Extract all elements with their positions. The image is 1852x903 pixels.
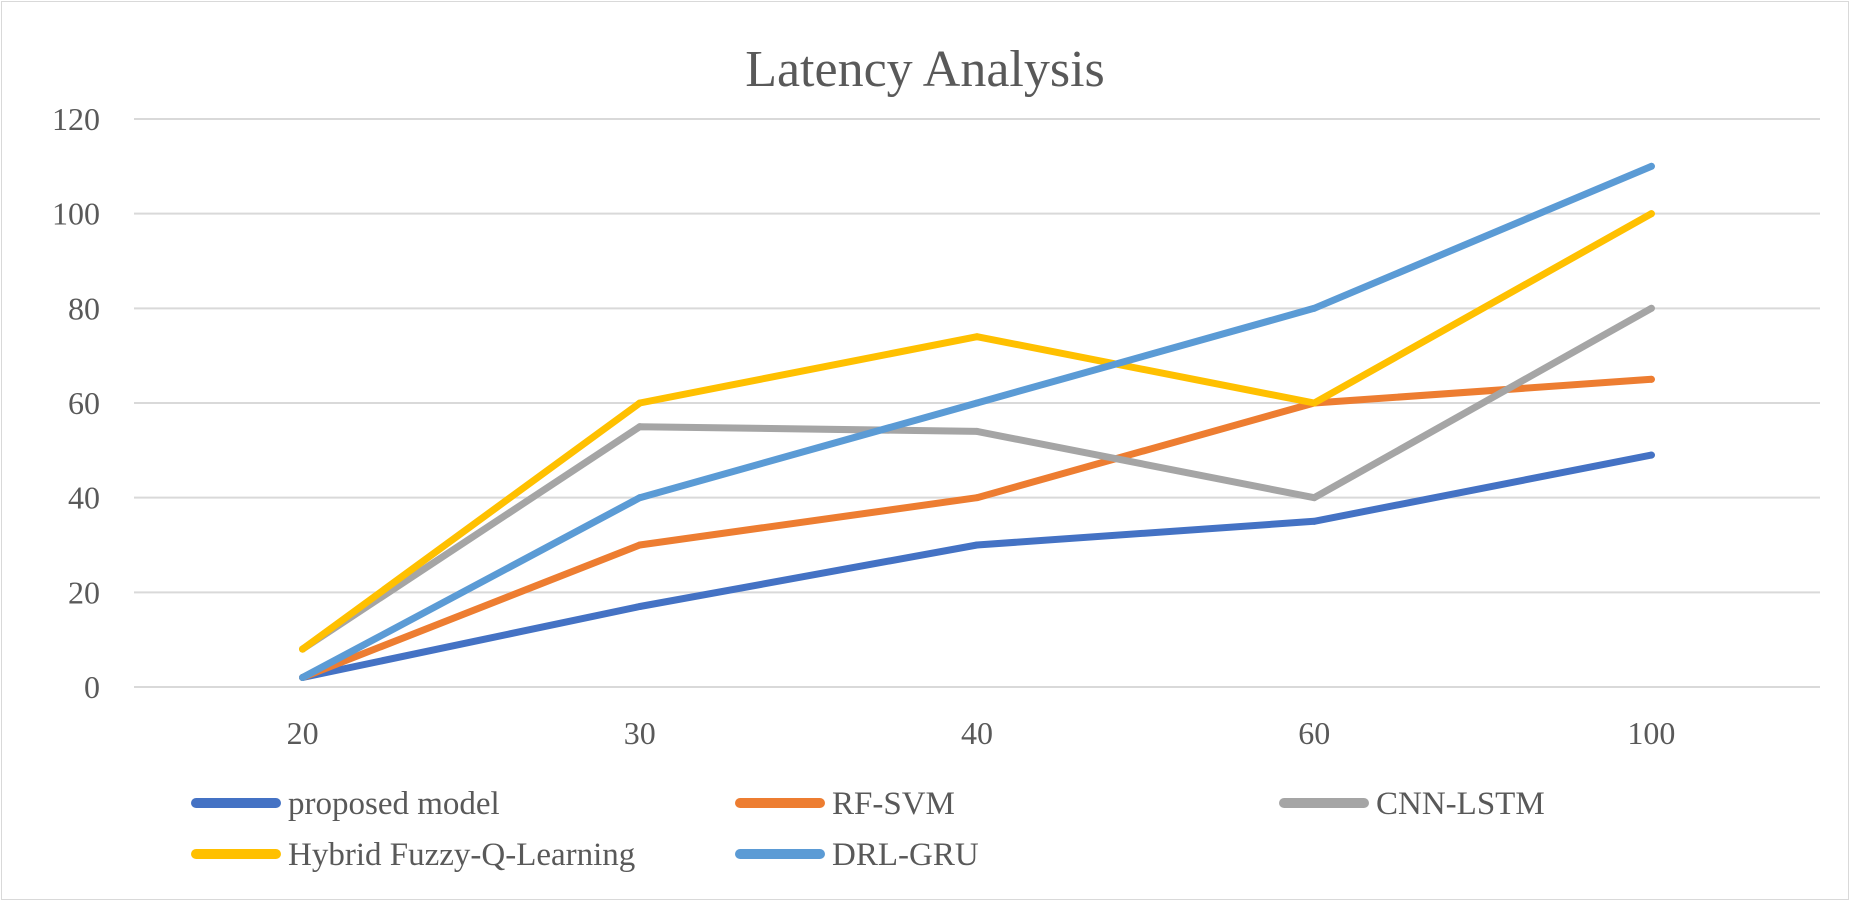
- y-tick-label: 120: [52, 101, 100, 137]
- data-point: [1310, 494, 1318, 502]
- y-tick-label: 80: [68, 290, 100, 326]
- legend-label: proposed model: [288, 786, 500, 822]
- legend: proposed model RF-SVM CNN-LSTM Hybrid Fuzzy…: [191, 786, 1545, 873]
- data-point: [973, 333, 981, 341]
- data-point: [636, 494, 644, 502]
- y-tick-label: 60: [68, 385, 100, 421]
- data-point: [1647, 210, 1655, 218]
- x-axis-tick-labels: 20 30 40 60 100: [287, 715, 1676, 751]
- data-point: [1647, 451, 1655, 459]
- legend-item-hybrid-fuzzy-q-learning: Hybrid Fuzzy-Q-Learning: [191, 837, 635, 873]
- legend-label: DRL-GRU: [832, 837, 979, 873]
- data-point: [1647, 162, 1655, 170]
- data-point: [973, 494, 981, 502]
- x-tick-label: 100: [1627, 715, 1675, 751]
- data-point: [1310, 399, 1318, 407]
- chart-title: Latency Analysis: [745, 41, 1105, 98]
- legend-label: Hybrid Fuzzy-Q-Learning: [288, 837, 635, 873]
- x-tick-label: 60: [1298, 715, 1330, 751]
- data-point: [1310, 304, 1318, 312]
- y-tick-label: 40: [68, 480, 100, 516]
- x-tick-label: 40: [961, 715, 993, 751]
- x-tick-label: 30: [624, 715, 656, 751]
- x-tick-label: 20: [287, 715, 319, 751]
- y-tick-label: 0: [84, 669, 100, 705]
- data-point: [636, 399, 644, 407]
- y-tick-label: 100: [52, 196, 100, 232]
- series-lines: [299, 162, 1655, 682]
- data-point: [1310, 517, 1318, 525]
- legend-item-cnn-lstm: CNN-LSTM: [1279, 786, 1545, 822]
- legend-label: RF-SVM: [832, 786, 955, 822]
- legend-label: CNN-LSTM: [1376, 786, 1545, 822]
- legend-item-drl-gru: DRL-GRU: [735, 837, 979, 873]
- data-point: [299, 674, 307, 682]
- data-point: [973, 427, 981, 435]
- y-tick-label: 20: [68, 574, 100, 610]
- legend-item-rf-svm: RF-SVM: [735, 786, 955, 822]
- data-point: [1647, 375, 1655, 383]
- data-point: [1647, 304, 1655, 312]
- y-axis-tick-labels: 0 20 40 60 80 100 120: [52, 101, 100, 705]
- data-point: [636, 541, 644, 549]
- data-point: [636, 423, 644, 431]
- data-point: [299, 645, 307, 653]
- data-point: [973, 541, 981, 549]
- data-point: [636, 603, 644, 611]
- legend-item-proposed-model: proposed model: [191, 786, 500, 822]
- data-point: [973, 399, 981, 407]
